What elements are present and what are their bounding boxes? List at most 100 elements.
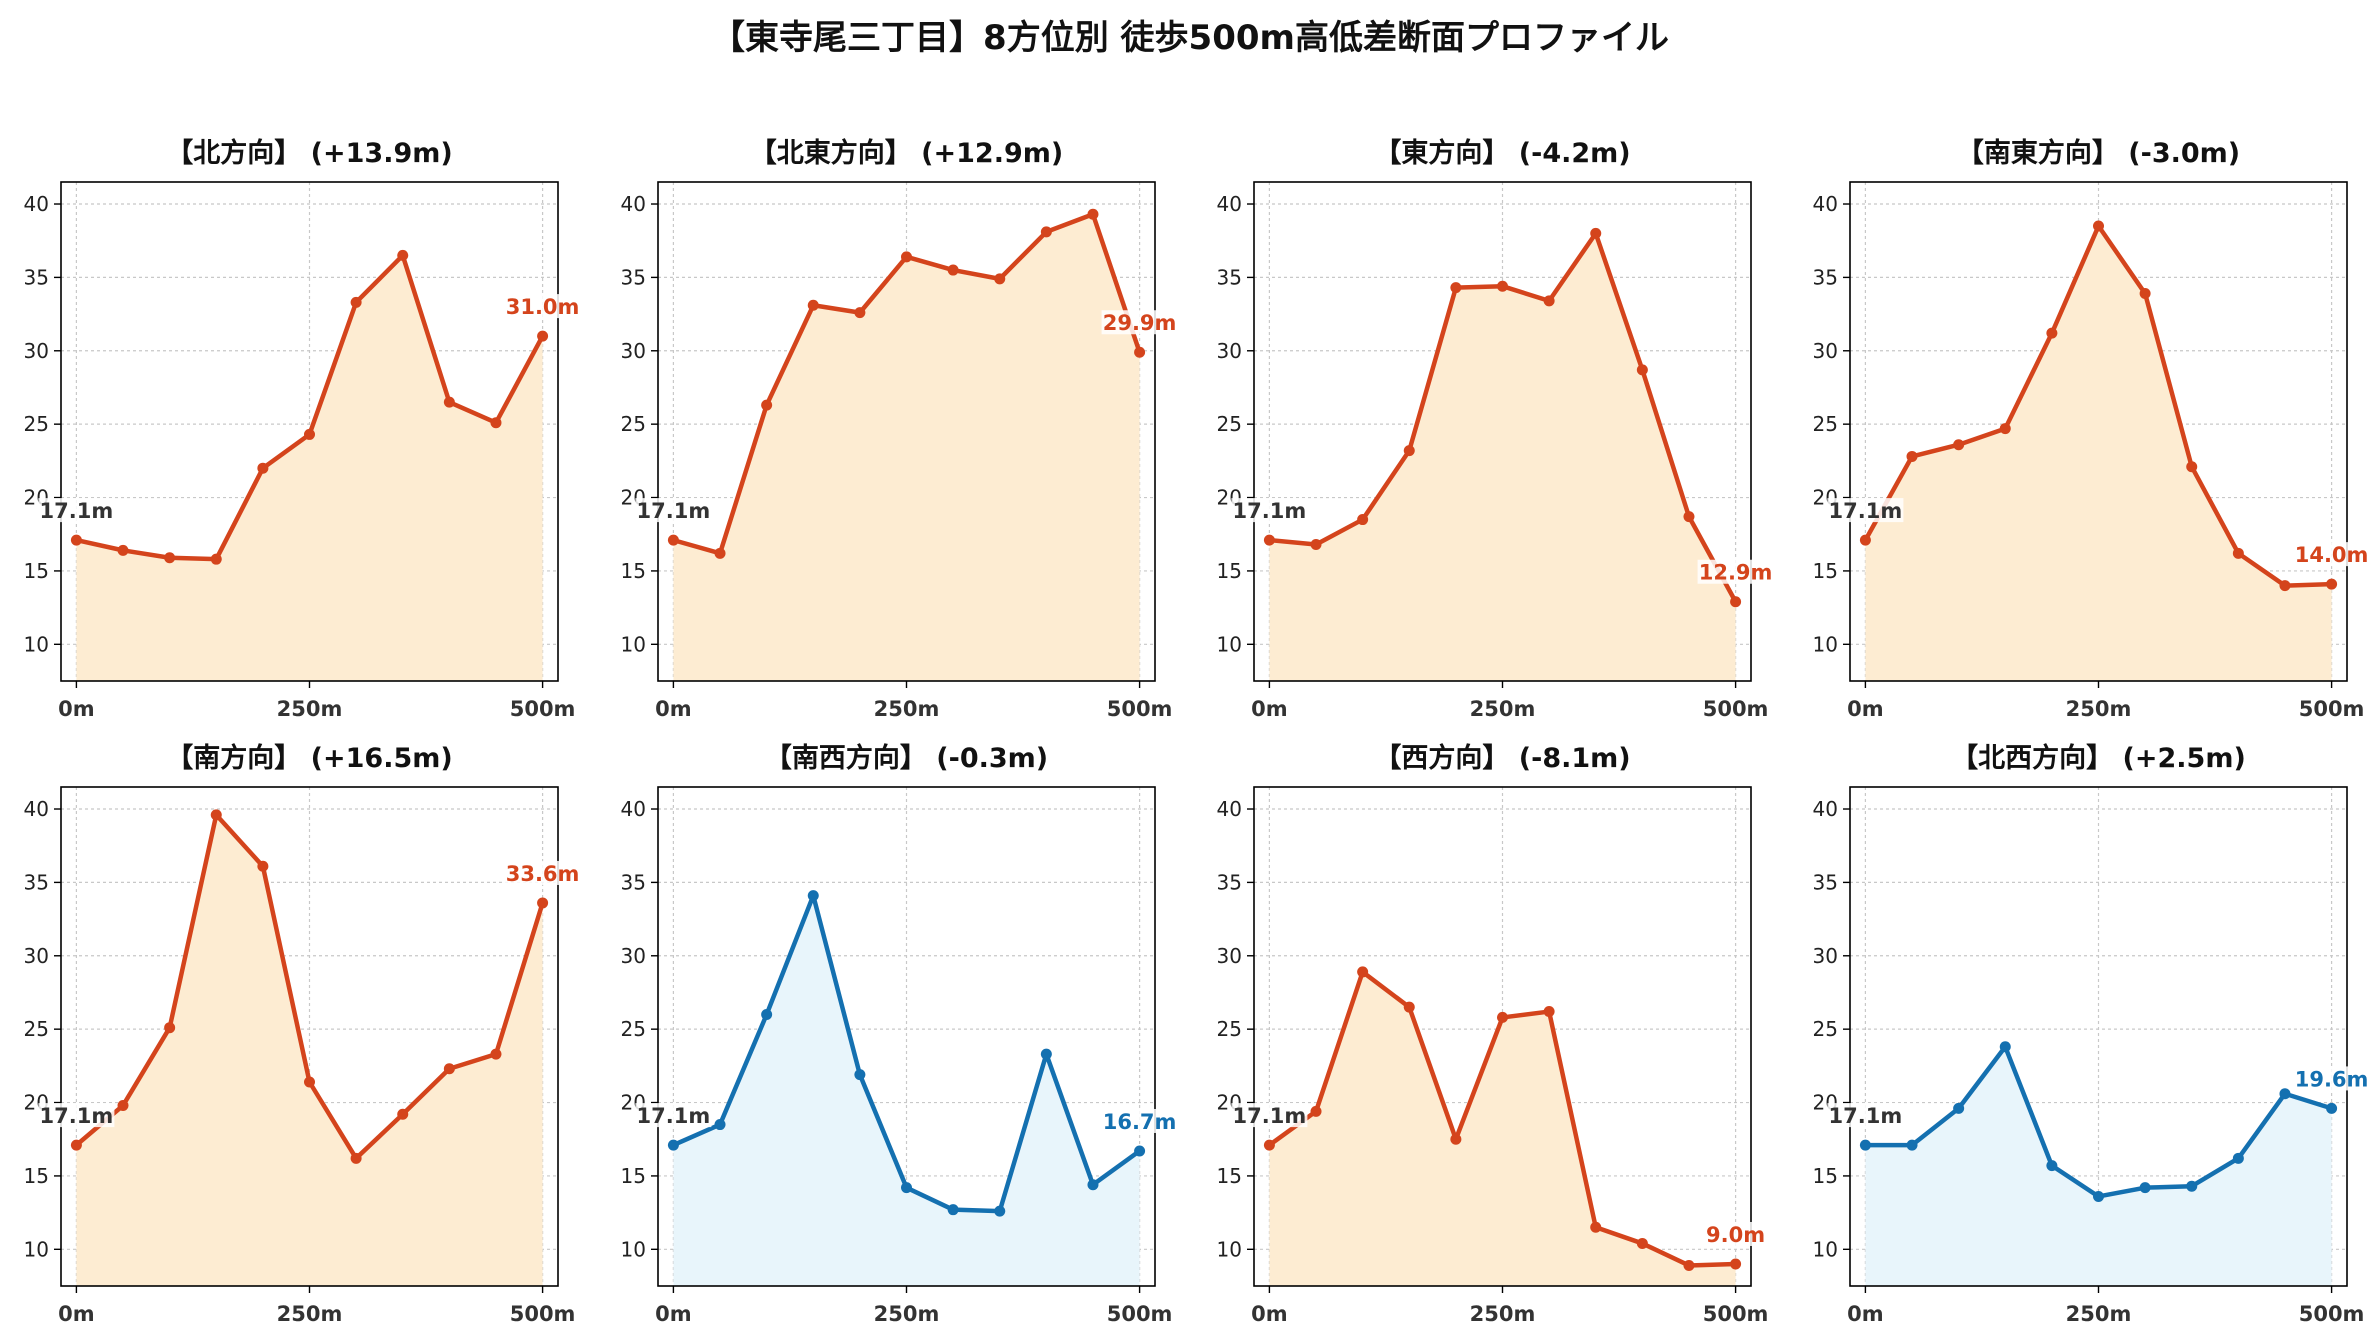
y-tick-label: 30 [24,944,49,968]
x-tick-label: 500m [1107,697,1173,721]
x-tick-label: 250m [874,697,940,721]
x-tick-label: 500m [2299,697,2365,721]
y-tick-label: 15 [1217,559,1242,583]
y-tick-label: 40 [1813,797,1838,821]
y-tick-label: 25 [24,412,49,436]
y-tick-label: 40 [1217,797,1242,821]
y-tick-label: 10 [621,632,646,656]
y-tick-label: 35 [1217,870,1242,894]
start-label: 17.1m [637,1104,711,1128]
start-label: 17.1m [40,499,114,523]
area-fill [673,214,1140,681]
data-point [397,249,409,261]
y-tick-label: 40 [24,192,49,216]
y-tick-label: 25 [1217,1017,1242,1041]
data-point [1403,445,1415,457]
y-tick-label: 10 [24,1237,49,1261]
y-tick-label: 35 [1813,870,1838,894]
y-tick-label: 30 [1217,944,1242,968]
start-label: 17.1m [1829,1104,1903,1128]
area-fill [1865,1046,2332,1286]
start-label-bg [38,498,115,523]
y-tick-label: 15 [24,1164,49,1188]
data-point [1859,534,1871,546]
data-point [1636,364,1648,376]
x-tick-label: 250m [874,1302,940,1326]
data-point [761,399,773,411]
y-tick-label: 30 [1217,339,1242,363]
data-point [1999,423,2011,435]
data-point [947,1204,959,1216]
area-fill [1269,971,1736,1286]
data-point [854,307,866,319]
y-tick-label: 10 [1813,632,1838,656]
x-tick-label: 0m [655,697,692,721]
data-point [164,1022,176,1034]
y-tick-label: 35 [1217,265,1242,289]
data-point [1040,226,1052,238]
start-label-bg [1827,498,1904,523]
data-point [2232,547,2244,559]
data-point [1450,282,1462,294]
end-label-bg [504,294,581,319]
end-label-bg [1101,310,1178,335]
data-point [1953,1102,1965,1114]
area-fill [76,814,543,1286]
y-tick-label: 30 [24,339,49,363]
y-tick-label: 25 [1813,1017,1838,1041]
data-point [1357,514,1369,526]
data-point [1310,1105,1322,1117]
start-label-bg [1231,1103,1308,1128]
subplot-title: 【南西方向】 (-0.3m) [765,742,1048,774]
end-label: 16.7m [1103,1110,1177,1134]
data-point [1636,1237,1648,1249]
data-point [1543,1006,1555,1018]
area-fill [1865,226,2332,681]
y-tick-label: 35 [1813,265,1838,289]
data-point [117,544,129,556]
y-tick-label: 30 [621,339,646,363]
start-label-bg [635,1103,712,1128]
data-point [1403,1001,1415,1013]
data-point [901,251,912,263]
x-tick-label: 500m [2299,1302,2365,1326]
x-tick-label: 250m [277,697,343,721]
end-label-bg [1697,1221,1774,1246]
subplot-title: 【東方向】 (-4.2m) [1374,137,1630,169]
area-fill [1269,233,1736,681]
x-tick-label: 500m [1703,697,1769,721]
data-point [714,1119,726,1131]
x-tick-label: 250m [277,1302,343,1326]
y-tick-label: 35 [24,870,49,894]
end-label: 19.6m [2295,1067,2369,1091]
data-point [257,462,269,474]
y-tick-label: 30 [621,944,646,968]
x-tick-label: 500m [1703,1302,1769,1326]
y-tick-label: 30 [1813,339,1838,363]
data-point [807,299,819,311]
data-point [304,1076,315,1088]
x-tick-label: 0m [1251,1302,1288,1326]
data-point [2279,1088,2291,1100]
data-point [1859,1139,1871,1151]
x-tick-label: 0m [655,1302,692,1326]
data-point [537,897,549,909]
y-tick-label: 15 [24,559,49,583]
x-tick-label: 250m [1470,1302,1536,1326]
data-point [210,553,222,565]
x-tick-label: 250m [2066,1302,2132,1326]
data-point [807,890,819,902]
data-point [1134,346,1146,358]
data-point [667,534,679,546]
y-tick-label: 15 [1813,559,1838,583]
y-tick-label: 10 [24,632,49,656]
data-point [1087,1179,1099,1191]
data-point [1906,1139,1918,1151]
end-label-bg [504,860,581,885]
x-tick-label: 500m [1107,1302,1173,1326]
